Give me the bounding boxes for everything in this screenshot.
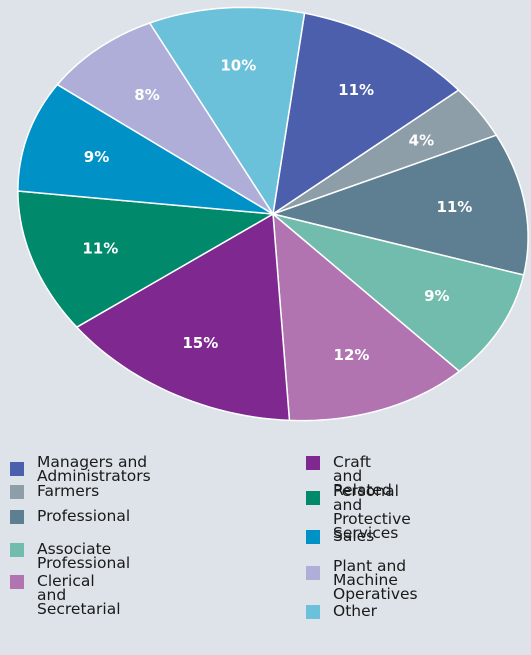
pie-slice-3 xyxy=(272,213,525,373)
slice-value-label-1: 4% xyxy=(409,132,434,150)
legend-swatch-5 xyxy=(306,456,320,470)
slice-value-label-9: 10% xyxy=(220,57,256,75)
slice-value-label-3: 9% xyxy=(424,287,449,305)
legend-item-5: Craft and Related xyxy=(306,453,392,499)
legend-swatch-6 xyxy=(306,491,320,505)
legend-label-7: Sales xyxy=(333,527,375,545)
legend-item-1: Farmers xyxy=(10,482,100,500)
pie-slice-8 xyxy=(56,22,274,215)
pie-chart: 11% 4% 11% 9% 12% 15% 11% 9% 8% 10% xyxy=(17,6,529,422)
legend-label-8: Plant and Machine Operatives xyxy=(333,557,418,603)
legend-item-8: Plant and Machine Operatives xyxy=(306,557,418,603)
slice-value-label-5: 15% xyxy=(182,334,218,352)
pie-slice-5 xyxy=(75,213,291,422)
legend-label-0: Managers and Administrators xyxy=(37,453,151,485)
pie-chart-svg: 11% 4% 11% 9% 12% 15% 11% 9% 8% 10% xyxy=(17,6,529,422)
pie-slice-7 xyxy=(17,83,274,215)
legend-label-9: Other xyxy=(333,602,378,620)
slice-value-label-4: 12% xyxy=(334,346,370,364)
legend-swatch-2 xyxy=(10,510,24,524)
legend-item-7: Sales xyxy=(306,527,375,545)
pie-slice-4 xyxy=(272,213,461,422)
legend-swatch-4 xyxy=(10,575,24,589)
slice-value-label-7: 9% xyxy=(84,148,109,166)
slice-value-label-6: 11% xyxy=(82,240,118,258)
legend-swatch-1 xyxy=(10,485,24,499)
legend-swatch-9 xyxy=(306,605,320,619)
slice-value-label-8: 8% xyxy=(134,86,159,104)
legend-swatch-0 xyxy=(10,462,24,476)
legend-item-6: Personal and Protective Services xyxy=(306,482,411,542)
legend-item-9: Other xyxy=(306,602,378,620)
legend-label-5: Craft and Related xyxy=(333,453,392,499)
pie-slice-1 xyxy=(272,89,498,215)
legend-label-3: Associate Professional xyxy=(37,540,131,572)
slice-value-label-2: 11% xyxy=(436,198,472,216)
legend-label-6: Personal and Protective Services xyxy=(333,482,411,542)
slice-value-label-0: 11% xyxy=(338,81,374,99)
legend-swatch-8 xyxy=(306,566,320,580)
legend-item-2: Professional xyxy=(10,507,131,525)
pie-slice-6 xyxy=(17,190,274,328)
legend-label-4: Clerical and Secretarial xyxy=(37,572,121,618)
legend-swatch-7 xyxy=(306,530,320,544)
legend-label-1: Farmers xyxy=(37,482,100,500)
legend-label-2: Professional xyxy=(37,507,131,525)
pie-slice-9 xyxy=(148,6,306,215)
legend-item-0: Managers and Administrators xyxy=(10,453,151,485)
legend-swatch-3 xyxy=(10,543,24,557)
legend-item-3: Associate Professional xyxy=(10,540,131,572)
pie-slice-2 xyxy=(272,134,529,276)
legend-item-4: Clerical and Secretarial xyxy=(10,572,121,618)
pie-slice-0 xyxy=(272,12,460,215)
